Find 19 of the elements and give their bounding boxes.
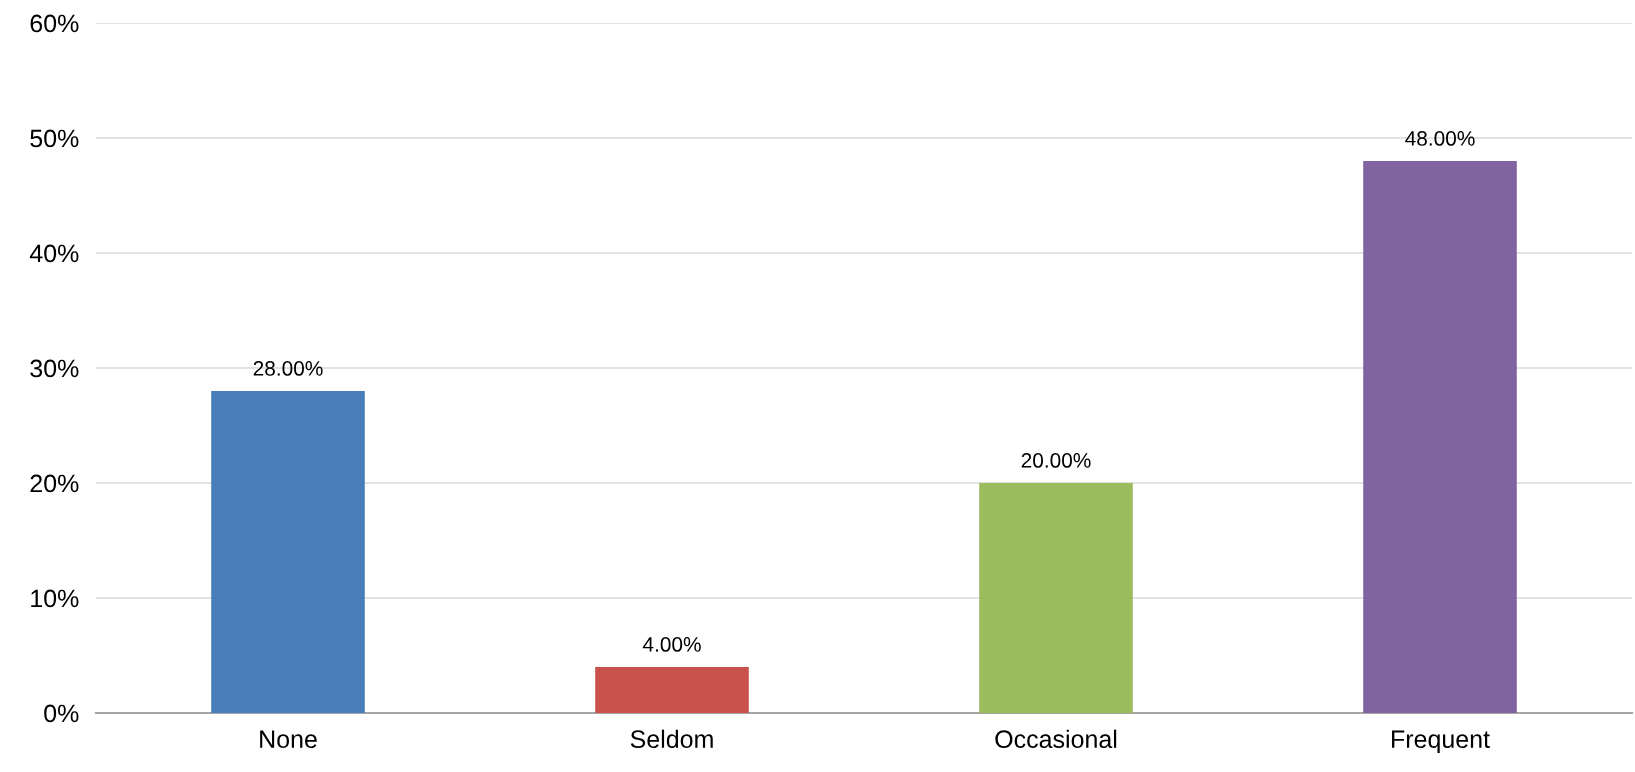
bar [211,391,365,713]
bar [979,483,1133,713]
data-label: 28.00% [253,361,323,376]
x-tick-label: Seldom [630,729,713,749]
y-tick-label: 0% [44,704,79,723]
data-label: 48.00% [1405,131,1475,146]
data-label: 20.00% [1021,453,1091,468]
x-tick-label: None [260,730,317,749]
y-tick-label: 10% [31,589,79,608]
y-tick-label: 20% [30,474,79,493]
y-tick-label: 40% [29,244,79,263]
y-tick-label: 60% [30,14,79,33]
bar [1363,161,1517,713]
bar [595,667,749,713]
y-tick-label: 30% [30,359,79,378]
x-tick-label: Occasional [995,729,1117,749]
y-tick-label: 50% [30,129,79,148]
data-label: 4.00% [642,637,701,652]
x-tick-label: Frequent [1392,730,1490,753]
